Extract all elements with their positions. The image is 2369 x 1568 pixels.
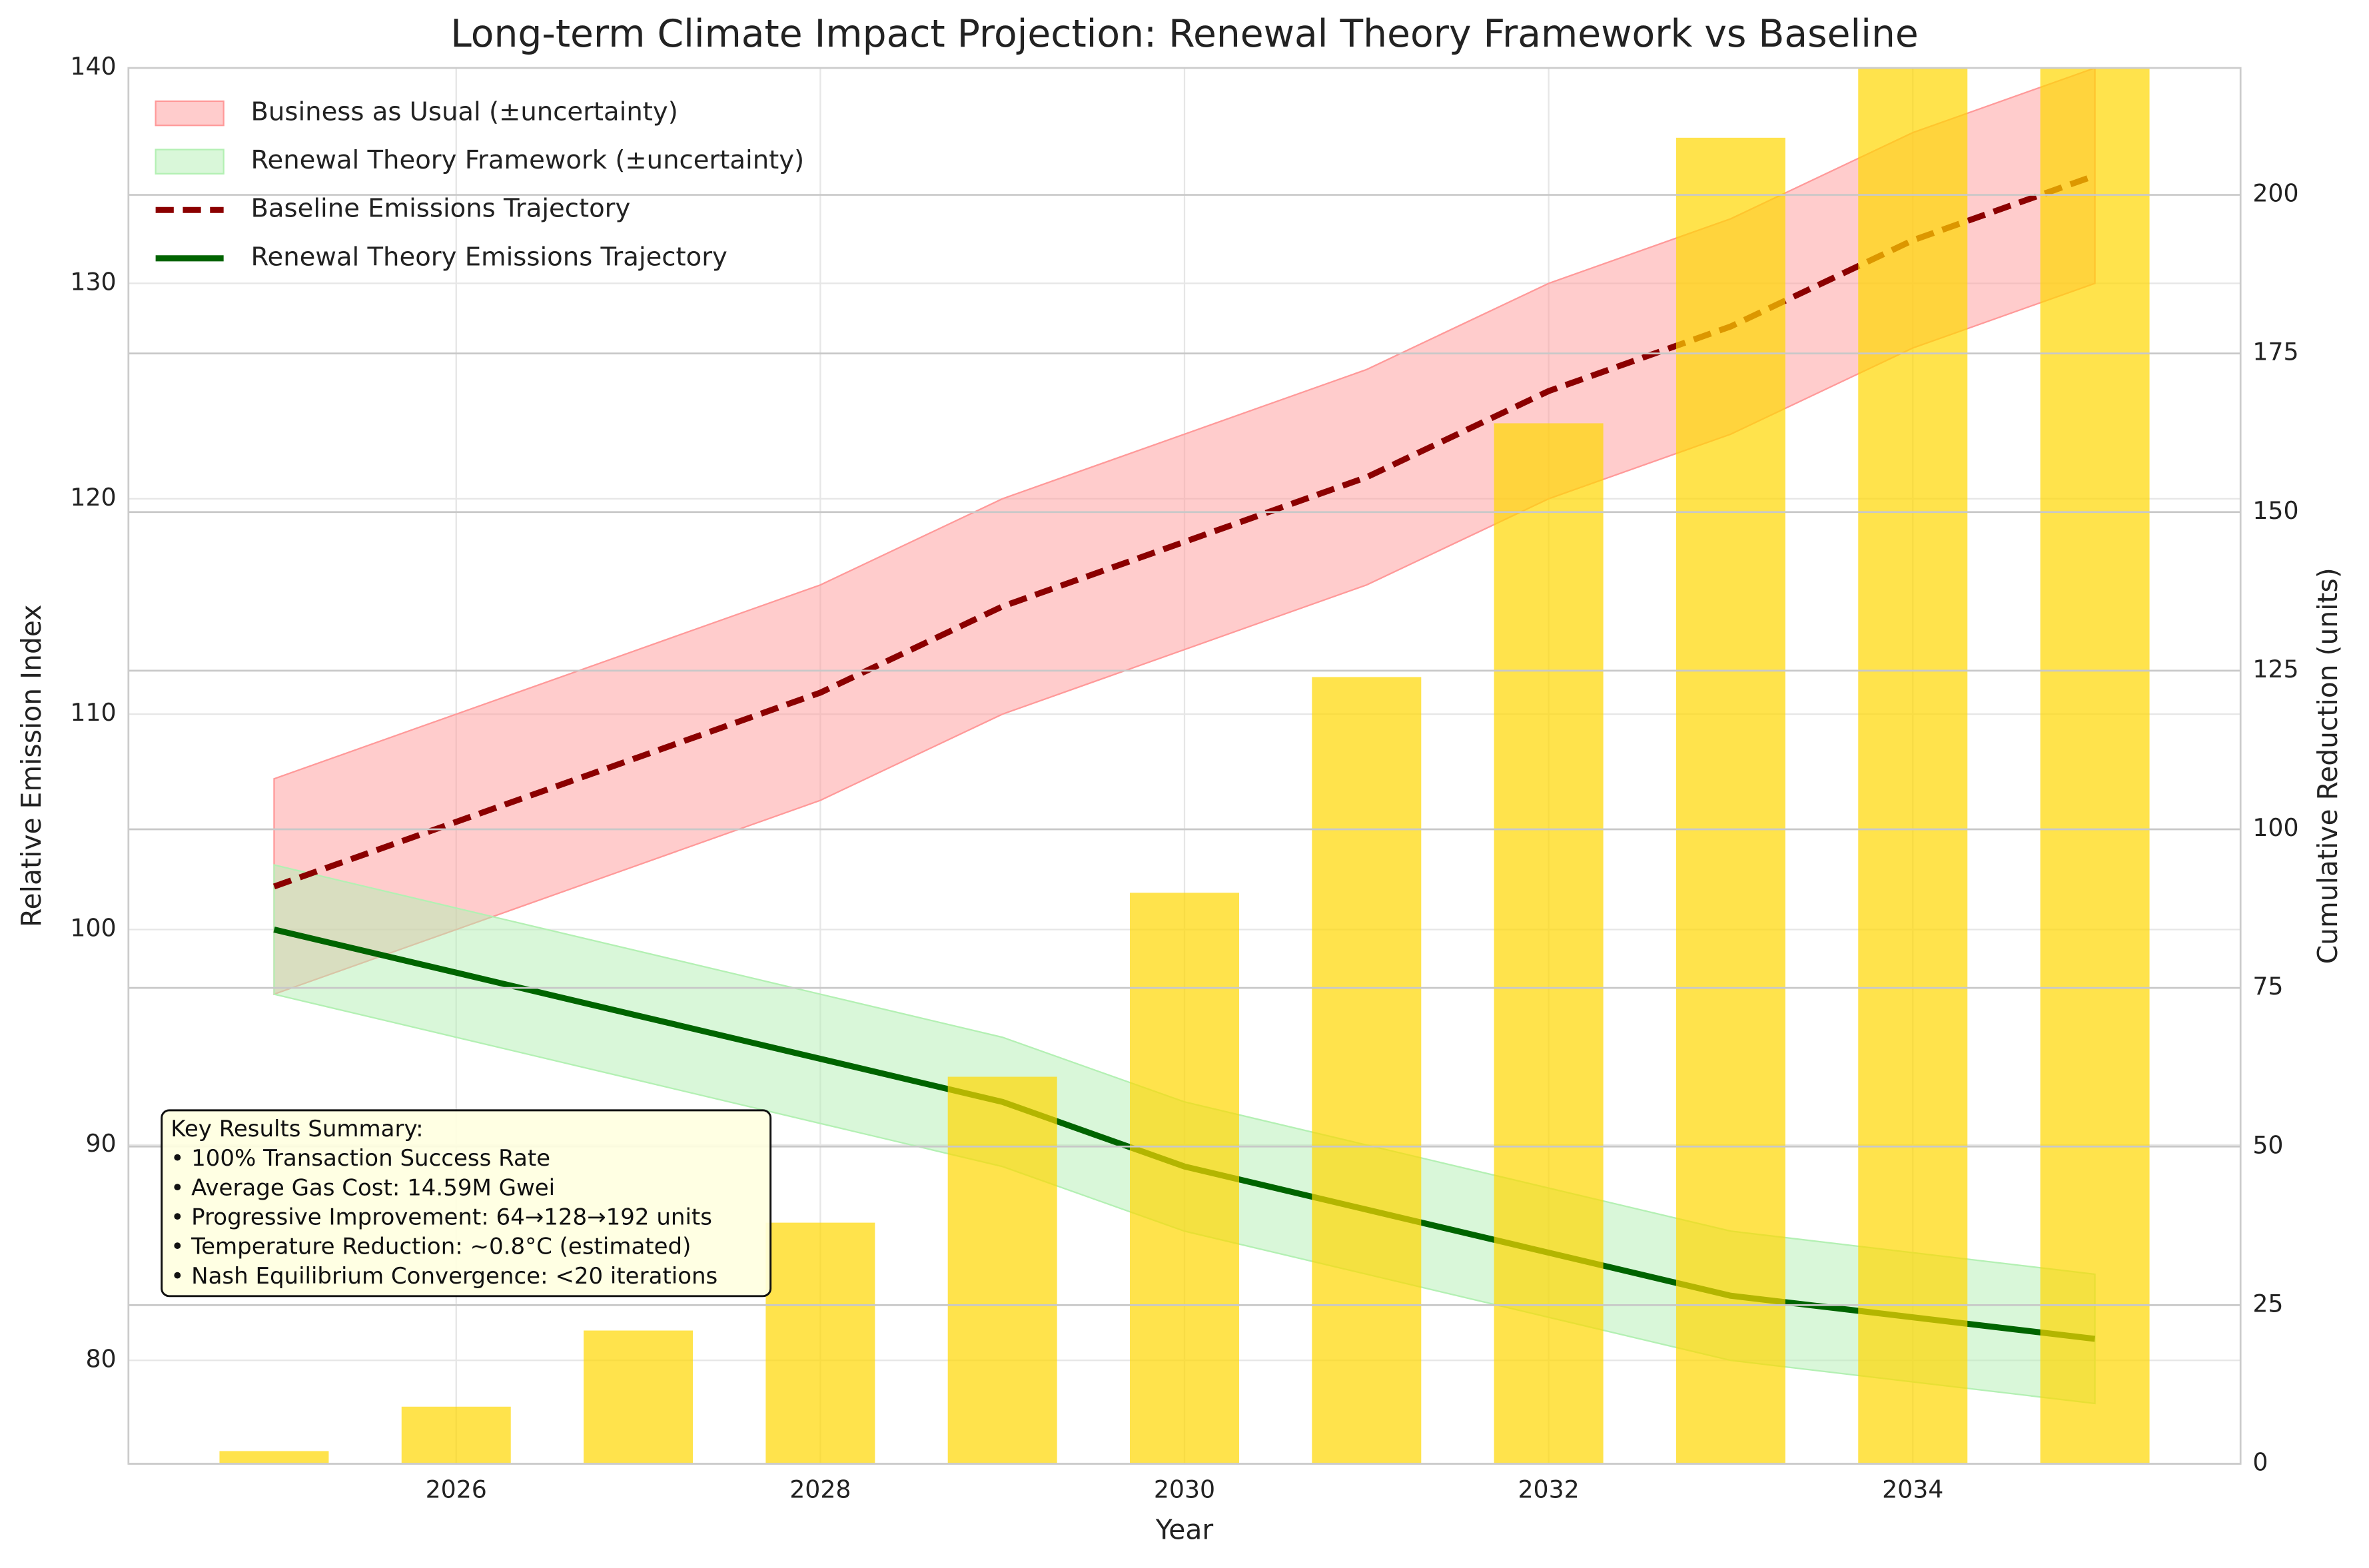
x-tick-label: 2028 [789, 1475, 851, 1503]
bar [401, 1406, 511, 1464]
bar-layer [219, 68, 2150, 1464]
y2-axis-label: Cumulative Reduction (units) [2312, 568, 2344, 964]
y-tick-label: 80 [85, 1344, 116, 1373]
bar [1494, 423, 1604, 1464]
annotation-line: • Nash Equilibrium Convergence: <20 iter… [171, 1263, 717, 1290]
x-tick-label: 2030 [1154, 1475, 1215, 1503]
y2-tick-label: 75 [2252, 972, 2283, 1000]
bar [1312, 677, 1422, 1464]
y2-tick-label: 150 [2252, 496, 2298, 525]
x-axis-label: Year [1155, 1514, 1214, 1546]
legend-label: Renewal Theory Framework (±uncertainty) [250, 145, 804, 175]
annotation-line: • Average Gas Cost: 14.59M Gwei [171, 1174, 555, 1201]
y2-tick-label: 0 [2252, 1448, 2268, 1477]
annotation-line: Key Results Summary: [171, 1116, 423, 1142]
legend-label: Baseline Emissions Trajectory [250, 194, 630, 224]
bar [219, 1451, 329, 1464]
y-tick-label: 110 [70, 698, 116, 727]
bar [947, 1076, 1057, 1464]
y-tick-label: 100 [70, 914, 116, 943]
y2-tick-label: 200 [2252, 179, 2298, 208]
chart-title: Long-term Climate Impact Projection: Ren… [450, 12, 1919, 56]
y2-tick-label: 50 [2252, 1130, 2283, 1159]
y-tick-label: 120 [70, 483, 116, 512]
y-tick-label: 90 [85, 1129, 116, 1158]
legend-swatch [155, 149, 225, 175]
annotation-line: • 100% Transaction Success Rate [171, 1145, 550, 1172]
legend-swatch [155, 100, 225, 127]
y2-tick-label: 25 [2252, 1289, 2283, 1318]
annotation-box [161, 1109, 772, 1298]
x-tick-label: 2034 [1882, 1475, 1943, 1503]
x-tick-label: 2032 [1518, 1475, 1579, 1503]
y2-tick-label: 175 [2252, 338, 2298, 366]
overlay: 2026 2028 2030 2032 2034 80 90 100 110 120 130 140 0… [70, 52, 2298, 1503]
legend-label: Business as Usual (±uncertainty) [250, 97, 678, 127]
bar [765, 1222, 875, 1464]
x-tick-label: 2026 [426, 1475, 487, 1503]
bar [1858, 68, 1968, 1464]
bar [1675, 137, 1785, 1464]
bar [584, 1330, 694, 1464]
y2-tick-label: 100 [2252, 813, 2298, 842]
y-tick-label: 130 [70, 267, 116, 296]
bar [1130, 893, 1239, 1464]
y-axis-label: Relative Emission Index [15, 605, 47, 927]
bar [2040, 68, 2150, 1464]
annotation-line: • Temperature Reduction: ~0.8°C (estimat… [171, 1234, 691, 1260]
legend-label: Renewal Theory Emissions Trajectory [250, 242, 727, 272]
y-tick-label: 140 [70, 52, 116, 81]
annotation-line: • Progressive Improvement: 64→128→192 un… [171, 1204, 712, 1230]
y2-tick-label: 125 [2252, 655, 2298, 683]
plot-frame [127, 67, 2242, 1465]
